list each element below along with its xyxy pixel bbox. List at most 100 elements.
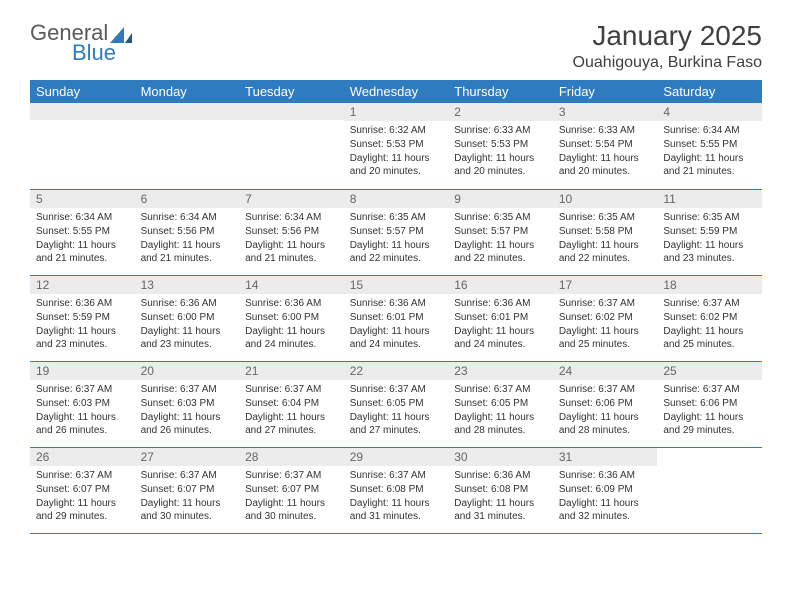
daylight-line: Daylight: 11 hours and 26 minutes. bbox=[141, 411, 234, 437]
daylight-line: Daylight: 11 hours and 22 minutes. bbox=[454, 239, 547, 265]
daylight-line: Daylight: 11 hours and 20 minutes. bbox=[350, 152, 443, 178]
sunset-line: Sunset: 6:05 PM bbox=[454, 397, 547, 410]
sunrise-line: Sunrise: 6:33 AM bbox=[454, 124, 547, 137]
calendar-day-cell: 27Sunrise: 6:37 AMSunset: 6:07 PMDayligh… bbox=[135, 447, 240, 533]
daylight-line: Daylight: 11 hours and 20 minutes. bbox=[454, 152, 547, 178]
daylight-line: Daylight: 11 hours and 26 minutes. bbox=[36, 411, 129, 437]
calendar-week-row: 12Sunrise: 6:36 AMSunset: 5:59 PMDayligh… bbox=[30, 275, 762, 361]
day-number: 15 bbox=[344, 276, 449, 294]
sunset-line: Sunset: 5:57 PM bbox=[350, 225, 443, 238]
day-content: Sunrise: 6:37 AMSunset: 6:02 PMDaylight:… bbox=[657, 294, 762, 358]
sunset-line: Sunset: 6:05 PM bbox=[350, 397, 443, 410]
calendar-day-cell: 4Sunrise: 6:34 AMSunset: 5:55 PMDaylight… bbox=[657, 103, 762, 189]
day-number: 8 bbox=[344, 190, 449, 208]
sunset-line: Sunset: 5:59 PM bbox=[36, 311, 129, 324]
day-number: 16 bbox=[448, 276, 553, 294]
sunrise-line: Sunrise: 6:32 AM bbox=[350, 124, 443, 137]
empty-daynum bbox=[135, 103, 240, 120]
calendar-day-cell: 11Sunrise: 6:35 AMSunset: 5:59 PMDayligh… bbox=[657, 189, 762, 275]
calendar-day-cell: 25Sunrise: 6:37 AMSunset: 6:06 PMDayligh… bbox=[657, 361, 762, 447]
sunset-line: Sunset: 6:07 PM bbox=[245, 483, 338, 496]
page-header: GeneralBlue January 2025 Ouahigouya, Bur… bbox=[30, 20, 762, 72]
day-content: Sunrise: 6:36 AMSunset: 6:09 PMDaylight:… bbox=[553, 466, 658, 530]
sunrise-line: Sunrise: 6:37 AM bbox=[350, 469, 443, 482]
sunset-line: Sunset: 5:53 PM bbox=[350, 138, 443, 151]
daylight-line: Daylight: 11 hours and 27 minutes. bbox=[350, 411, 443, 437]
day-number: 19 bbox=[30, 362, 135, 380]
sunrise-line: Sunrise: 6:33 AM bbox=[559, 124, 652, 137]
day-number: 14 bbox=[239, 276, 344, 294]
sunset-line: Sunset: 6:07 PM bbox=[141, 483, 234, 496]
sunrise-line: Sunrise: 6:36 AM bbox=[454, 297, 547, 310]
daylight-line: Daylight: 11 hours and 28 minutes. bbox=[559, 411, 652, 437]
weekday-header: Tuesday bbox=[239, 80, 344, 103]
day-number: 30 bbox=[448, 448, 553, 466]
sunset-line: Sunset: 6:06 PM bbox=[663, 397, 756, 410]
daylight-line: Daylight: 11 hours and 22 minutes. bbox=[559, 239, 652, 265]
calendar-day-cell: 30Sunrise: 6:36 AMSunset: 6:08 PMDayligh… bbox=[448, 447, 553, 533]
calendar-day-cell: 16Sunrise: 6:36 AMSunset: 6:01 PMDayligh… bbox=[448, 275, 553, 361]
daylight-line: Daylight: 11 hours and 31 minutes. bbox=[454, 497, 547, 523]
calendar-week-row: 1Sunrise: 6:32 AMSunset: 5:53 PMDaylight… bbox=[30, 103, 762, 189]
day-content: Sunrise: 6:37 AMSunset: 6:03 PMDaylight:… bbox=[30, 380, 135, 444]
sunrise-line: Sunrise: 6:34 AM bbox=[663, 124, 756, 137]
location-label: Ouahigouya, Burkina Faso bbox=[573, 54, 762, 72]
sunset-line: Sunset: 6:00 PM bbox=[245, 311, 338, 324]
day-content: Sunrise: 6:36 AMSunset: 5:59 PMDaylight:… bbox=[30, 294, 135, 358]
weekday-header: Friday bbox=[553, 80, 658, 103]
daylight-line: Daylight: 11 hours and 32 minutes. bbox=[559, 497, 652, 523]
sunset-line: Sunset: 6:06 PM bbox=[559, 397, 652, 410]
empty-daynum bbox=[30, 103, 135, 120]
sunrise-line: Sunrise: 6:36 AM bbox=[350, 297, 443, 310]
day-number: 24 bbox=[553, 362, 658, 380]
sunrise-line: Sunrise: 6:37 AM bbox=[559, 383, 652, 396]
day-number: 1 bbox=[344, 103, 449, 121]
day-number: 23 bbox=[448, 362, 553, 380]
sunrise-line: Sunrise: 6:36 AM bbox=[36, 297, 129, 310]
day-content: Sunrise: 6:37 AMSunset: 6:07 PMDaylight:… bbox=[239, 466, 344, 530]
sunset-line: Sunset: 6:07 PM bbox=[36, 483, 129, 496]
sunset-line: Sunset: 6:02 PM bbox=[559, 311, 652, 324]
daylight-line: Daylight: 11 hours and 25 minutes. bbox=[559, 325, 652, 351]
day-content: Sunrise: 6:36 AMSunset: 6:01 PMDaylight:… bbox=[344, 294, 449, 358]
sunrise-line: Sunrise: 6:35 AM bbox=[454, 211, 547, 224]
daylight-line: Daylight: 11 hours and 31 minutes. bbox=[350, 497, 443, 523]
calendar-week-row: 26Sunrise: 6:37 AMSunset: 6:07 PMDayligh… bbox=[30, 447, 762, 533]
calendar-day-cell: 31Sunrise: 6:36 AMSunset: 6:09 PMDayligh… bbox=[553, 447, 658, 533]
calendar-day-cell: 22Sunrise: 6:37 AMSunset: 6:05 PMDayligh… bbox=[344, 361, 449, 447]
calendar-empty-cell bbox=[135, 103, 240, 189]
day-content: Sunrise: 6:37 AMSunset: 6:08 PMDaylight:… bbox=[344, 466, 449, 530]
sunset-line: Sunset: 6:03 PM bbox=[141, 397, 234, 410]
day-number: 11 bbox=[657, 190, 762, 208]
sunrise-line: Sunrise: 6:35 AM bbox=[559, 211, 652, 224]
sunrise-line: Sunrise: 6:34 AM bbox=[141, 211, 234, 224]
sunset-line: Sunset: 6:01 PM bbox=[454, 311, 547, 324]
calendar-table: SundayMondayTuesdayWednesdayThursdayFrid… bbox=[30, 80, 762, 534]
calendar-day-cell: 5Sunrise: 6:34 AMSunset: 5:55 PMDaylight… bbox=[30, 189, 135, 275]
sunrise-line: Sunrise: 6:36 AM bbox=[454, 469, 547, 482]
day-content: Sunrise: 6:36 AMSunset: 6:08 PMDaylight:… bbox=[448, 466, 553, 530]
day-number: 2 bbox=[448, 103, 553, 121]
day-content: Sunrise: 6:37 AMSunset: 6:03 PMDaylight:… bbox=[135, 380, 240, 444]
day-number: 10 bbox=[553, 190, 658, 208]
sunrise-line: Sunrise: 6:37 AM bbox=[36, 383, 129, 396]
calendar-day-cell: 18Sunrise: 6:37 AMSunset: 6:02 PMDayligh… bbox=[657, 275, 762, 361]
sunrise-line: Sunrise: 6:37 AM bbox=[454, 383, 547, 396]
day-content: Sunrise: 6:37 AMSunset: 6:02 PMDaylight:… bbox=[553, 294, 658, 358]
sunrise-line: Sunrise: 6:34 AM bbox=[36, 211, 129, 224]
sunset-line: Sunset: 5:56 PM bbox=[245, 225, 338, 238]
day-content: Sunrise: 6:36 AMSunset: 6:00 PMDaylight:… bbox=[135, 294, 240, 358]
daylight-line: Daylight: 11 hours and 28 minutes. bbox=[454, 411, 547, 437]
calendar-page: GeneralBlue January 2025 Ouahigouya, Bur… bbox=[0, 0, 792, 554]
sunset-line: Sunset: 5:55 PM bbox=[663, 138, 756, 151]
sunset-line: Sunset: 5:58 PM bbox=[559, 225, 652, 238]
calendar-day-cell: 3Sunrise: 6:33 AMSunset: 5:54 PMDaylight… bbox=[553, 103, 658, 189]
calendar-day-cell: 12Sunrise: 6:36 AMSunset: 5:59 PMDayligh… bbox=[30, 275, 135, 361]
day-content: Sunrise: 6:34 AMSunset: 5:56 PMDaylight:… bbox=[239, 208, 344, 272]
daylight-line: Daylight: 11 hours and 21 minutes. bbox=[141, 239, 234, 265]
sunrise-line: Sunrise: 6:36 AM bbox=[245, 297, 338, 310]
sunset-line: Sunset: 6:08 PM bbox=[454, 483, 547, 496]
calendar-day-cell: 26Sunrise: 6:37 AMSunset: 6:07 PMDayligh… bbox=[30, 447, 135, 533]
daylight-line: Daylight: 11 hours and 23 minutes. bbox=[36, 325, 129, 351]
sunrise-line: Sunrise: 6:34 AM bbox=[245, 211, 338, 224]
